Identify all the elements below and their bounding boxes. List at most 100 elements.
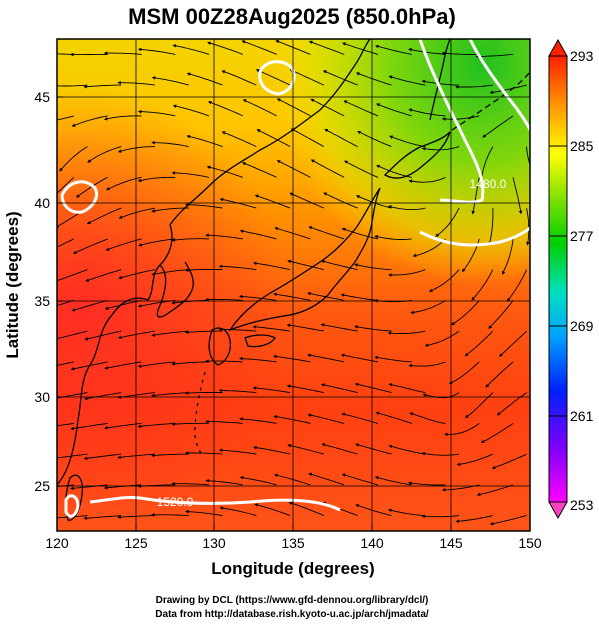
streamline [512, 177, 523, 215]
streamline [424, 330, 460, 347]
streamline [255, 69, 291, 86]
streamline [289, 192, 325, 209]
streamline [451, 300, 480, 326]
streamline [218, 327, 257, 332]
streamline [290, 128, 325, 147]
streamline [103, 51, 142, 55]
streamline [501, 238, 514, 275]
streamline [57, 361, 74, 366]
streamline [252, 325, 291, 332]
streamline [476, 484, 514, 497]
streamline [242, 99, 277, 117]
contour-label-1480: 1480.0 [470, 177, 507, 191]
streamline [410, 300, 446, 315]
streamline [307, 413, 345, 424]
streamline [87, 146, 122, 163]
streamline [117, 80, 156, 86]
streamline [355, 443, 392, 455]
streamline [151, 76, 189, 86]
streamline [218, 264, 257, 271]
streamline [408, 108, 446, 117]
colorbar-tick-label: 253 [570, 497, 594, 513]
streamline [435, 207, 460, 237]
coastline-korea [156, 261, 194, 318]
streamline [310, 159, 345, 178]
streamline [70, 422, 108, 431]
streamline [491, 453, 527, 470]
streamline [475, 53, 514, 59]
streamline [409, 412, 446, 424]
streamline [506, 269, 528, 302]
streamline [252, 261, 291, 271]
streamline [412, 238, 446, 258]
streamline [482, 115, 514, 138]
plot-area: 1480.0 1520.0 [57, 39, 530, 531]
coastline-kyushu [208, 327, 232, 366]
streamline [480, 423, 514, 443]
streamline [218, 448, 257, 455]
streamline [408, 361, 446, 368]
streamline [308, 226, 345, 240]
streamline [151, 140, 189, 148]
streamline [205, 297, 243, 302]
streamline [137, 109, 176, 117]
streamline [464, 330, 494, 357]
colorbar-tick-label: 261 [570, 408, 594, 424]
streamline [83, 453, 122, 461]
coastline-sakhalin [429, 39, 451, 121]
streamline [324, 128, 358, 148]
streamline [374, 355, 412, 363]
streamline [320, 383, 358, 394]
streamline [289, 69, 325, 86]
streamline [354, 263, 392, 271]
streamline [308, 472, 345, 486]
contour-low-taiwan [64, 494, 80, 518]
streamline [374, 44, 412, 55]
streamline [71, 115, 108, 127]
y-tick-label: 40 [34, 195, 50, 211]
streamline [253, 445, 291, 455]
streamline [151, 512, 189, 517]
streamline [354, 325, 392, 332]
streamline [57, 269, 88, 282]
streamline [387, 508, 426, 517]
streamline [387, 330, 426, 335]
streamline [320, 323, 358, 332]
streamline [117, 146, 156, 153]
streamline [441, 51, 480, 56]
y-axis-label: Latitude (degrees) [3, 211, 22, 358]
streamline [498, 330, 527, 357]
streamline [117, 330, 156, 340]
streamline [456, 453, 493, 466]
streamline [221, 131, 257, 148]
streamline [57, 115, 75, 121]
streamline [254, 503, 291, 517]
contour-north-line-2 [468, 39, 530, 131]
coastline-asia-mainland [57, 39, 371, 486]
streamline [287, 443, 325, 455]
streamline [151, 392, 189, 398]
streamline [219, 506, 257, 517]
contour-arc-east [419, 226, 530, 247]
streamline [104, 361, 142, 370]
streamline [172, 104, 210, 117]
contour-1480-line [418, 39, 485, 204]
contour-label-1520: 1520.0 [157, 495, 194, 509]
streamline [239, 356, 277, 363]
x-axis-label: Longitude (degrees) [211, 559, 374, 578]
y-tick-label: 35 [34, 293, 50, 309]
streamline [205, 233, 243, 240]
colorbar-tick-label: 293 [570, 48, 594, 64]
streamline [286, 384, 324, 394]
streamline [275, 39, 311, 55]
credit-drawing: Drawing by DCL (https://www.gfd-dennou.o… [156, 595, 429, 606]
streamline [86, 207, 122, 225]
streamline [221, 70, 257, 86]
streamline [207, 101, 243, 117]
streamline [323, 192, 358, 209]
streamline [185, 202, 223, 209]
height-contours [60, 39, 530, 518]
streamline [239, 417, 277, 424]
streamline [171, 422, 210, 426]
streamline [388, 383, 426, 394]
